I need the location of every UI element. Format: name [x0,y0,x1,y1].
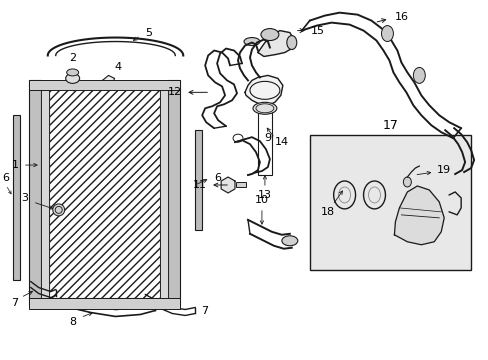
Ellipse shape [281,236,297,246]
Polygon shape [394,186,443,245]
Text: 12: 12 [168,87,182,97]
Polygon shape [258,31,294,57]
Text: 16: 16 [394,12,407,22]
Bar [168,80,180,305]
Polygon shape [101,75,114,88]
Bar [29,298,180,310]
Ellipse shape [261,28,278,41]
Bar [309,135,470,270]
Bar [160,85,168,300]
Polygon shape [221,177,235,193]
Text: 7: 7 [11,297,19,307]
Bar [49,88,160,298]
Ellipse shape [252,102,276,114]
Text: 4: 4 [115,62,122,72]
Text: 3: 3 [21,193,28,203]
Text: 8: 8 [69,318,76,328]
Text: 14: 14 [274,137,288,147]
Ellipse shape [412,67,425,84]
Polygon shape [244,75,282,105]
Text: 10: 10 [254,195,268,205]
Text: 11: 11 [193,180,207,190]
Ellipse shape [403,177,410,187]
Text: 19: 19 [436,165,450,175]
Text: 1: 1 [11,160,19,170]
Bar [258,110,271,175]
Ellipse shape [286,36,296,50]
Text: 2: 2 [69,54,76,63]
Text: 7: 7 [201,306,208,316]
Bar [236,182,245,187]
Bar [29,80,41,305]
Ellipse shape [66,69,79,76]
Bar [41,85,49,300]
Bar [195,130,202,230]
Text: 13: 13 [257,190,271,200]
Text: 5: 5 [144,28,152,37]
Bar [29,80,180,90]
Ellipse shape [65,73,80,84]
Ellipse shape [53,204,64,216]
Text: 6: 6 [2,173,9,183]
Text: 6: 6 [214,173,221,183]
Text: 9: 9 [264,133,271,143]
Bar [13,115,20,280]
Ellipse shape [381,26,393,41]
Ellipse shape [244,37,260,45]
Text: 15: 15 [310,26,324,36]
Text: 17: 17 [382,119,398,132]
Text: 18: 18 [320,207,334,217]
